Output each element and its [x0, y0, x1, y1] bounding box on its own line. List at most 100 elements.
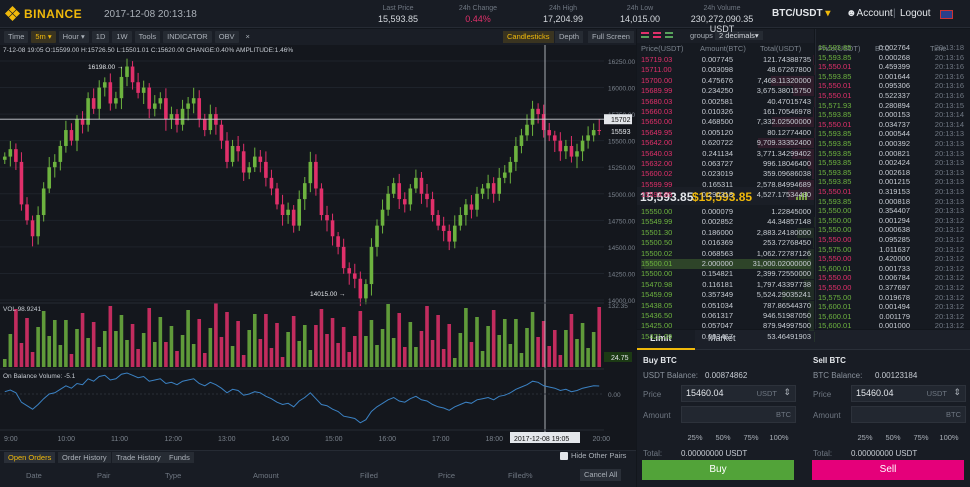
- sell-price-unit: USDT: [926, 389, 947, 398]
- book-row[interactable]: 15711.00 0.003098 48.67267800: [641, 65, 811, 75]
- book-row[interactable]: 15642.00 0.620722 9,709.33352400: [641, 138, 811, 148]
- book-total: 3,771.34299402: [756, 148, 811, 158]
- stepper-icon[interactable]: ⇕: [783, 387, 791, 397]
- book-row[interactable]: 15700.00 0.475676 7,468.11320000: [641, 76, 811, 86]
- view-button-1[interactable]: Depth: [555, 31, 584, 43]
- toolbar-button-8[interactable]: ×: [245, 32, 250, 41]
- book-row[interactable]: 15436.50 0.061317 946.51987050: [641, 311, 811, 321]
- toolbar-button-7[interactable]: OBV: [214, 31, 239, 43]
- candle-body: [491, 183, 496, 194]
- book-row[interactable]: 15421.09 0.003467 53.46491903: [641, 332, 811, 342]
- book-row[interactable]: 15500.01 2.000000 31,000.02000000: [641, 259, 811, 269]
- book-row[interactable]: 15689.99 0.234250 3,675.38015750: [641, 86, 811, 96]
- book-asks-icon[interactable]: [653, 32, 661, 38]
- toolbar-button-5[interactable]: Tools: [134, 31, 161, 43]
- buy-percent-100[interactable]: 100%: [769, 433, 789, 442]
- book-row[interactable]: 15470.98 0.116181 1,797.43397738: [641, 280, 811, 290]
- buy-percent-25[interactable]: 25%: [687, 433, 703, 442]
- price-chart[interactable]: 16250.0016000.0015750.0015500.0015250.00…: [0, 45, 636, 450]
- binance-logo-icon: [4, 5, 21, 22]
- book-row[interactable]: 15660.03 0.010326 161.70546978: [641, 107, 811, 117]
- book-row[interactable]: 15500.50 0.016369 253.72768450: [641, 238, 811, 248]
- buy-amount-input[interactable]: BTC: [681, 406, 796, 423]
- sell-price-input[interactable]: 15460.04 USDT ⇕: [851, 385, 966, 402]
- stepper-icon[interactable]: ⇕: [953, 387, 961, 397]
- sell-percent-25[interactable]: 25%: [857, 433, 873, 442]
- view-button-2[interactable]: Full Screen: [588, 31, 634, 43]
- stat-label: Last Price: [382, 5, 414, 12]
- candle-body: [475, 193, 479, 210]
- volume-bar: [314, 325, 318, 367]
- pair-selector[interactable]: BTC/USDT ▾: [772, 8, 830, 19]
- hide-other-pairs-checkbox[interactable]: [560, 452, 568, 460]
- sell-amount-input[interactable]: BTC: [851, 406, 966, 423]
- buy-button[interactable]: Buy: [642, 460, 794, 480]
- orders-tab-1[interactable]: Order History: [58, 452, 111, 463]
- logout-link[interactable]: Logout: [900, 8, 931, 19]
- ohlc-readout: 7-12-08 19:05 O:15599.00 H:15726.50 L:15…: [3, 47, 294, 54]
- stat-4: 24h Volume 230,272,090.35 USDT: [682, 4, 762, 34]
- book-row[interactable]: 15650.00 0.468500 7,332.02500000: [641, 117, 811, 127]
- orders-tab-0[interactable]: Open Orders: [4, 452, 56, 463]
- book-price: 15501.30: [641, 227, 673, 237]
- trade-amount: 0.522337: [878, 91, 910, 100]
- toolbar-button-1[interactable]: 5m ▾: [31, 31, 56, 43]
- book-row[interactable]: 15438.05 0.051034 787.86544370: [641, 301, 811, 311]
- orders-tab-3[interactable]: Funds: [165, 452, 194, 463]
- book-row[interactable]: 15649.95 0.005120 80.12774400: [641, 128, 811, 138]
- book-amount: 0.186000: [701, 227, 733, 237]
- book-row[interactable]: 15459.09 0.357349 5,524.29035241: [641, 290, 811, 300]
- logo-text: BINANCE: [24, 7, 83, 21]
- account-link[interactable]: ☻Account: [846, 8, 893, 19]
- buy-percent-75[interactable]: 75%: [743, 433, 759, 442]
- sell-button[interactable]: Sell: [812, 460, 964, 480]
- book-row[interactable]: 15719.03 0.007745 121.74388735: [641, 55, 811, 65]
- depth-bar: [758, 138, 814, 149]
- buy-price-input[interactable]: 15460.04 USDT ⇕: [681, 385, 796, 402]
- book-amount: 0.003098: [701, 65, 733, 75]
- trade-time: 20:13:16: [934, 62, 964, 72]
- candle-body: [264, 161, 268, 178]
- trade-row: 15,593.85 0.002424 20:13:13: [818, 158, 966, 168]
- book-amount: 0.061317: [701, 311, 733, 320]
- cancel-all-button[interactable]: Cancel All: [580, 469, 622, 481]
- book-row[interactable]: 15549.99 0.002852 44.34857148: [641, 217, 811, 227]
- groups-selector[interactable]: groups 2 decimals▾: [690, 31, 763, 40]
- toolbar-button-2[interactable]: Hour ▾: [58, 31, 89, 43]
- book-row[interactable]: 15501.30 0.186000 2,883.24180000: [641, 228, 811, 238]
- toolbar-button-3[interactable]: 1D: [91, 31, 110, 43]
- book-row[interactable]: 15640.03 0.241134 3,771.34299402: [641, 149, 811, 159]
- trade-price: 15,593.85: [818, 158, 852, 168]
- book-row[interactable]: 15550.00 0.000079 1.22845000: [641, 207, 811, 217]
- book-both-icon[interactable]: [641, 32, 649, 38]
- trade-row: 15,550.01 0.522337 20:13:16: [818, 91, 966, 101]
- trade-amount: 0.006784: [878, 273, 910, 283]
- sell-percent-100[interactable]: 100%: [939, 433, 959, 442]
- uk-flag-icon[interactable]: [940, 10, 953, 19]
- toolbar-button-6[interactable]: INDICATOR: [163, 31, 212, 43]
- book-row[interactable]: 15680.03 0.002581 40.47015743: [641, 97, 811, 107]
- candle-body: [508, 161, 513, 173]
- book-row[interactable]: 15500.02 0.068563 1,062.72787126: [641, 249, 811, 259]
- tab-market[interactable]: Market: [708, 333, 736, 343]
- sell-percent-50[interactable]: 50%: [885, 433, 901, 442]
- book-row[interactable]: 15593.85 0.290318 4,527.17534430: [641, 190, 811, 200]
- sell-percent-75[interactable]: 75%: [913, 433, 929, 442]
- chart-area[interactable]: 16250.0016000.0015750.0015500.0015250.00…: [0, 45, 636, 450]
- binance-logo[interactable]: BINANCE: [4, 5, 83, 22]
- buy-percent-50[interactable]: 50%: [715, 433, 731, 442]
- tab-limit[interactable]: Limit: [650, 333, 672, 343]
- toolbar-button-4[interactable]: 1W: [112, 31, 132, 43]
- view-button-0[interactable]: Candlesticks: [503, 31, 554, 43]
- book-row[interactable]: 15425.00 0.057047 879.94997500: [641, 321, 811, 331]
- volume-bar: [230, 346, 235, 367]
- book-row[interactable]: 15632.00 0.063727 996.18046400: [641, 159, 811, 169]
- book-row[interactable]: 15599.99 0.165311 2,578.84994689: [641, 180, 811, 190]
- trade-row: 15,593.85 0.000268 20:13:16: [818, 53, 966, 63]
- book-bids-icon[interactable]: [665, 32, 673, 38]
- book-row[interactable]: 15500.00 0.154821 2,399.72550000: [641, 269, 811, 279]
- order-type-tabs: [637, 330, 970, 350]
- book-row[interactable]: 15600.02 0.023019 359.09686038: [641, 169, 811, 179]
- toolbar-button-0[interactable]: Time: [4, 31, 29, 43]
- orders-tab-2[interactable]: Trade History: [112, 452, 165, 463]
